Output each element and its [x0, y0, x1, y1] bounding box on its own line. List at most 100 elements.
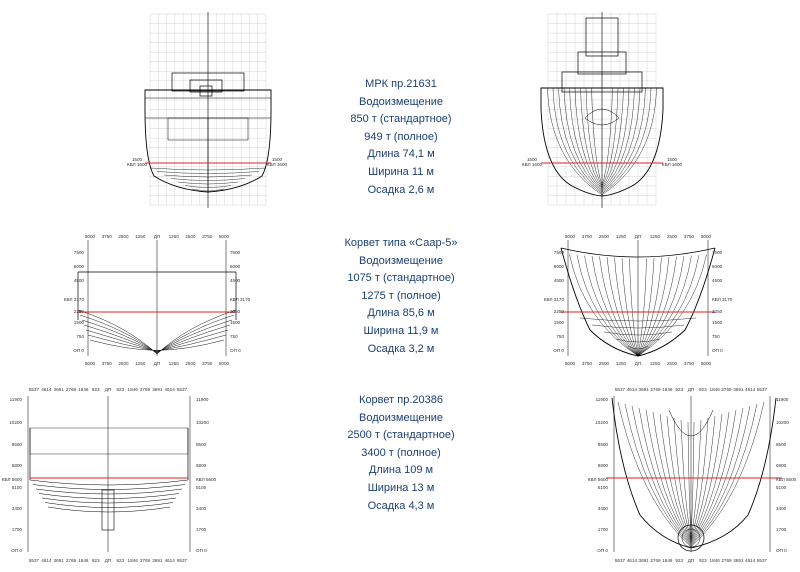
frame-line [591, 255, 639, 357]
height-tick: ОП 0 [230, 348, 241, 353]
half-breadth-tick: 1250 [616, 361, 627, 366]
half-breadth-tick: 3750 [202, 361, 213, 366]
displacement-label: Водоизмещение [359, 95, 443, 108]
half-breadth-tick: 1846 [78, 558, 89, 563]
waterline-curve [87, 334, 227, 352]
height-tick: 6000 [712, 264, 723, 269]
frame-line [690, 407, 744, 545]
height-tick: 750 [76, 334, 84, 339]
frame-line [637, 257, 655, 357]
half-breadth-tick: 5537 [177, 558, 188, 563]
height-tick: КВЛ 5600 [776, 477, 797, 482]
frame-line [666, 415, 692, 541]
frame-line [631, 405, 692, 546]
height-tick: ОП 0 [553, 348, 564, 353]
height-tick: 10200 [776, 420, 789, 425]
half-breadth-tick: 1846 [710, 558, 721, 563]
height-tick: 1700 [598, 527, 609, 532]
frame-line [659, 413, 692, 542]
half-breadth-tick: 4614 [745, 558, 756, 563]
half-breadth-tick: 1846 [662, 558, 673, 563]
hull-outline [611, 397, 777, 549]
frame-line [584, 255, 639, 357]
length: Длина 74,1 м [367, 148, 435, 161]
height-tick: 1700 [776, 527, 787, 532]
frame-line [690, 411, 730, 543]
half-breadth-tick: 923 [699, 558, 707, 563]
height-tick: 10200 [9, 420, 22, 425]
waterline-curve [38, 493, 180, 499]
draft: Осадка 4,3 м [367, 499, 435, 512]
height-tick: ОП 0 [776, 548, 787, 553]
half-breadth-tick: 3691 [152, 387, 163, 392]
height-tick: КВЛ 3170 [230, 297, 251, 302]
half-breadth-tick: 1846 [78, 387, 89, 392]
half-breadth-tick: 3750 [102, 234, 113, 239]
sonar-dome [681, 528, 701, 548]
height-tick: 4500 [712, 278, 723, 283]
half-breadth-tick: 923 [699, 387, 707, 392]
specs-pr-20386: Корвет пр.20386 Водоизмещение 2500 т (ст… [291, 392, 511, 515]
deck-line [560, 247, 716, 258]
half-breadth-tick: 3691 [152, 558, 163, 563]
frame-line [690, 405, 751, 546]
half-breadth-tick: 1250 [650, 234, 661, 239]
frame-line [690, 403, 758, 547]
height-tick: КВЛ 3170 [64, 297, 85, 302]
half-breadth-tick: 1250 [169, 234, 180, 239]
half-breadth-tick: 5537 [29, 387, 40, 392]
half-breadth-tick: 923 [92, 558, 100, 563]
half-breadth-tick: 2500 [118, 234, 129, 239]
half-breadth-tick: 923 [116, 558, 124, 563]
half-breadth-tick: 2769 [650, 387, 661, 392]
specs-mrk-21631: МРК пр.21631 Водоизмещение 850 т (станда… [291, 76, 511, 199]
half-breadth-tick: 4614 [627, 387, 638, 392]
half-breadth-tick: 4614 [627, 558, 638, 563]
waterline-label: КВЛ 1600 [127, 162, 148, 167]
frame-line [601, 87, 635, 191]
half-breadth-tick: 1846 [710, 387, 721, 392]
height-tick: 8500 [12, 442, 23, 447]
frame-line [690, 401, 765, 548]
waterline-curve [77, 309, 237, 355]
half-breadth-tick: 2500 [667, 234, 678, 239]
half-breadth-tick: 923 [116, 387, 124, 392]
height-tick: ОП 0 [73, 348, 84, 353]
frame-line [690, 409, 737, 544]
frame-line [601, 87, 646, 193]
height-tick: 1500 [230, 320, 241, 325]
waterline-curve [184, 185, 232, 188]
height-tick: 1700 [196, 527, 207, 532]
waterline-curve [177, 181, 239, 185]
height-tick: 2250 [554, 309, 565, 314]
height-tick: 6000 [554, 264, 565, 269]
waterline-curve [89, 339, 225, 351]
waterline-curve [44, 502, 174, 508]
frame-line [585, 87, 603, 187]
grid-layer [149, 13, 657, 206]
height-tick: 8500 [196, 442, 207, 447]
height-tick: 5100 [598, 485, 609, 490]
frame-line [687, 421, 692, 538]
frame-line [637, 254, 707, 357]
waterline-label: КВЛ 1600 [662, 162, 683, 167]
height-tick: 5100 [12, 485, 23, 490]
height-tick: 7500 [712, 250, 723, 255]
frame-line [547, 87, 603, 195]
half-breadth-tick: 2769 [721, 558, 732, 563]
height-tick: 1700 [12, 527, 23, 532]
height-tick: 2250 [230, 309, 241, 314]
height-tick: КВЛ 3170 [544, 297, 565, 302]
frame-line [601, 87, 641, 192]
waterline-curve [83, 324, 231, 353]
waterline-curve [79, 314, 235, 354]
half-breadth-tick: 3691 [733, 558, 744, 563]
half-breadth-tick: ДП [688, 387, 694, 392]
height-tick: 6800 [776, 463, 787, 468]
half-breadth-tick: 2769 [66, 558, 77, 563]
frame-line [601, 87, 652, 194]
height-tick: ОП 0 [11, 548, 22, 553]
draft: Осадка 3,2 м [367, 342, 435, 355]
bulb [584, 108, 620, 126]
